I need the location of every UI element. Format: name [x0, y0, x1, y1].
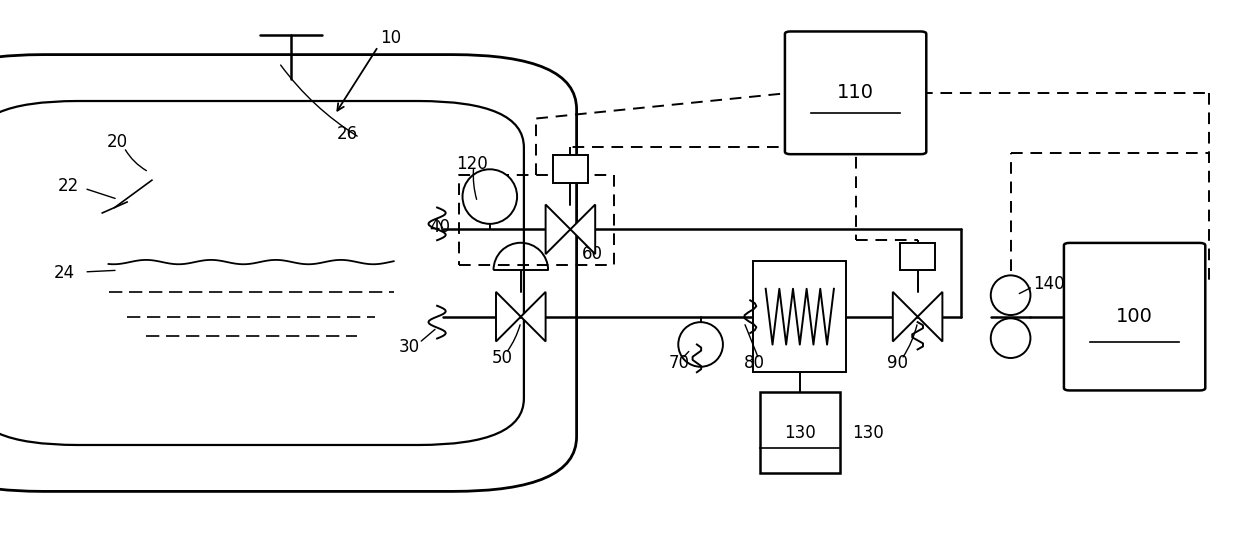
Ellipse shape [991, 275, 1030, 315]
FancyBboxPatch shape [0, 101, 525, 445]
Ellipse shape [991, 318, 1030, 358]
Text: 50: 50 [492, 349, 512, 366]
Text: 130: 130 [852, 424, 884, 442]
Text: 120: 120 [456, 155, 489, 173]
Polygon shape [893, 292, 918, 341]
Text: 24: 24 [53, 264, 76, 282]
Polygon shape [546, 205, 570, 254]
Ellipse shape [678, 322, 723, 367]
Text: 40: 40 [430, 218, 450, 235]
Text: 30: 30 [398, 338, 420, 355]
FancyBboxPatch shape [785, 32, 926, 154]
Polygon shape [496, 292, 521, 341]
Bar [900, 243, 935, 270]
Polygon shape [918, 292, 942, 341]
Text: 90: 90 [888, 354, 908, 372]
Text: 110: 110 [837, 84, 874, 102]
Text: 20: 20 [107, 133, 129, 151]
Text: 80: 80 [744, 354, 764, 372]
Text: 22: 22 [57, 177, 79, 194]
Text: 130: 130 [784, 424, 816, 442]
Text: 70: 70 [670, 354, 689, 372]
Text: 140: 140 [1033, 275, 1065, 293]
Text: 10: 10 [379, 29, 402, 47]
Bar [759, 392, 839, 473]
Polygon shape [521, 292, 546, 341]
FancyBboxPatch shape [1064, 243, 1205, 390]
Bar [754, 261, 846, 372]
Bar [553, 156, 588, 183]
FancyBboxPatch shape [0, 55, 577, 491]
Polygon shape [570, 205, 595, 254]
Text: 26: 26 [336, 125, 358, 143]
Ellipse shape [463, 169, 517, 224]
Text: 100: 100 [1116, 307, 1153, 326]
Text: 60: 60 [583, 245, 603, 263]
